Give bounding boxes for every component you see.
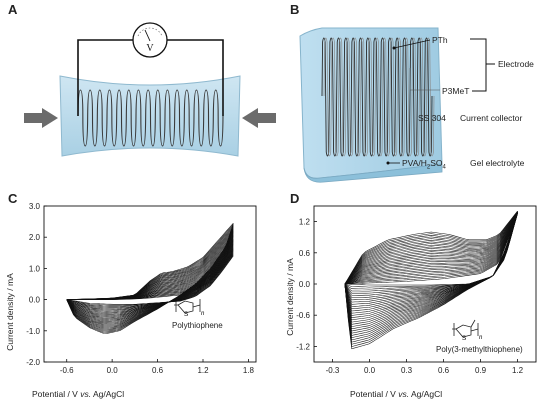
- x-axis-label: Potential / V vs. Ag/AgCl: [350, 389, 442, 399]
- label-pva-h2so4: PVA/H2SO4: [402, 158, 447, 171]
- plot-frame: [43, 205, 257, 363]
- label-ss304: SS 304: [418, 113, 446, 123]
- label-current-collector: Current collector: [460, 113, 523, 123]
- svg-text:n: n: [479, 335, 483, 341]
- p3mt-label: Poly(3-methylthiophene): [436, 345, 523, 354]
- gel-sheet-base: [303, 163, 443, 183]
- stretch-arrow-right-icon: [242, 108, 276, 128]
- x-tick-label: 0.6: [438, 366, 450, 375]
- x-tick-label: 0.6: [152, 366, 164, 375]
- y-tick-label: 0.0: [299, 280, 311, 289]
- x-tick-label: 0.0: [107, 366, 119, 375]
- serpentine-electrode-b: [321, 37, 435, 157]
- label-gel-electrolyte: Gel electrolyte: [470, 158, 525, 168]
- electrode-bracket: [470, 38, 487, 92]
- wire-left: [77, 39, 133, 116]
- y-tick-label: 0.0: [29, 296, 41, 305]
- y-tick-label: -0.6: [296, 311, 310, 320]
- serpentine-electrode: [77, 89, 224, 147]
- panel-letter-b: B: [290, 2, 300, 17]
- label-electrode: Electrode: [498, 59, 534, 69]
- y-tick-label: -2.0: [26, 358, 40, 367]
- leader-dot-pva: [386, 161, 390, 165]
- cv-cycle-line: [344, 211, 518, 350]
- x-tick-label: 0.9: [475, 366, 487, 375]
- cv-cycle-line: [344, 213, 518, 286]
- panel-letter-d: D: [290, 191, 300, 206]
- svg-text:n: n: [201, 311, 205, 317]
- x-tick-label: 1.2: [512, 366, 524, 375]
- stretch-arrow-left-icon: [24, 108, 58, 128]
- label-p3met: P3MeT: [442, 86, 469, 96]
- y-axis-label: Current density / mA: [5, 273, 15, 351]
- panel-letter-a: A: [8, 2, 18, 17]
- y-tick-label: -1.0: [26, 327, 40, 336]
- x-tick-label: 0.0: [364, 366, 376, 375]
- cv-cycle-line: [66, 223, 234, 334]
- panel-b-illustration: PTh P3MeT Electrode SS 304 Current colle…: [299, 27, 534, 183]
- y-tick-label: 0.6: [299, 249, 311, 258]
- x-tick-label: -0.6: [60, 366, 74, 375]
- x-tick-label: 1.8: [243, 366, 255, 375]
- voltmeter-label: V: [146, 43, 154, 54]
- y-axis-label: Current density / mA: [285, 258, 295, 336]
- svg-text:S: S: [184, 311, 189, 318]
- polythiophene-label: Polythiophene: [172, 321, 223, 330]
- x-tick-label: 0.3: [401, 366, 413, 375]
- label-pth: PTh: [432, 35, 448, 45]
- svg-text:S: S: [462, 335, 467, 342]
- cv-cycles: [344, 211, 518, 350]
- y-tick-label: 1.2: [299, 218, 311, 227]
- panel-a-illustration: V: [24, 22, 276, 157]
- cv-chart-polythiophene: Potential / V vs. Ag/AgCl Current densit…: [5, 202, 257, 399]
- x-tick-label: 1.2: [197, 366, 209, 375]
- voltmeter-icon: V: [132, 22, 168, 58]
- y-tick-label: 1.0: [29, 264, 41, 273]
- cv-chart-p3mt: Potential / V vs. Ag/AgCl Current densit…: [285, 205, 537, 399]
- x-axis-label: Potential / V vs. Ag/AgCl: [32, 389, 124, 399]
- cv-cycle-line: [344, 211, 518, 347]
- wire-right: [167, 39, 224, 116]
- y-tick-label: -1.2: [296, 342, 310, 351]
- y-tick-label: 3.0: [29, 202, 41, 211]
- polythiophene-structure-icon: S n: [174, 299, 205, 318]
- leader-pth: [393, 39, 431, 49]
- panel-letter-c: C: [8, 191, 18, 206]
- x-tick-label: -0.3: [326, 366, 340, 375]
- leader-dot-pth: [392, 46, 396, 50]
- y-tick-label: 2.0: [29, 233, 41, 242]
- p3mt-structure-icon: S n: [452, 319, 483, 342]
- cv-cycles: [66, 223, 234, 334]
